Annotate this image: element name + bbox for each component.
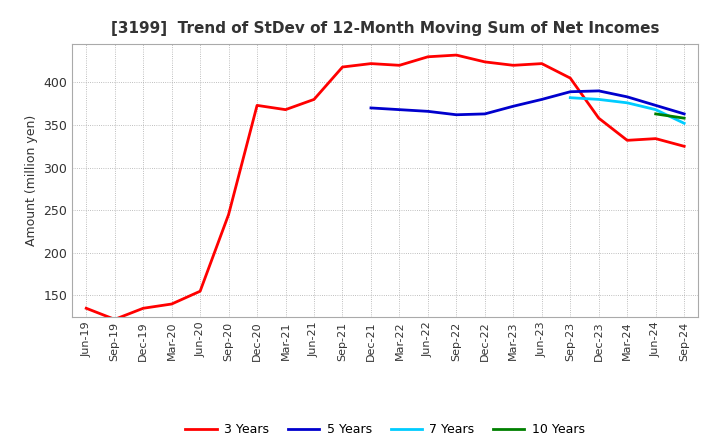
3 Years [366, 61, 375, 66]
10 Years [680, 116, 688, 121]
7 Years [652, 107, 660, 112]
3 Years [282, 107, 290, 112]
5 Years [566, 89, 575, 94]
3 Years [338, 64, 347, 70]
3 Years [110, 317, 119, 322]
5 Years [509, 103, 518, 109]
3 Years [595, 116, 603, 121]
3 Years [310, 97, 318, 102]
3 Years [680, 143, 688, 149]
5 Years [595, 88, 603, 94]
3 Years [253, 103, 261, 108]
Line: 7 Years: 7 Years [570, 98, 684, 123]
5 Years [680, 111, 688, 117]
3 Years [509, 62, 518, 68]
3 Years [82, 306, 91, 311]
7 Years [595, 97, 603, 102]
3 Years [566, 76, 575, 81]
Title: [3199]  Trend of StDev of 12-Month Moving Sum of Net Incomes: [3199] Trend of StDev of 12-Month Moving… [111, 21, 660, 36]
3 Years [225, 212, 233, 217]
3 Years [423, 54, 432, 59]
5 Years [537, 97, 546, 102]
3 Years [652, 136, 660, 141]
7 Years [680, 121, 688, 126]
Legend: 3 Years, 5 Years, 7 Years, 10 Years: 3 Years, 5 Years, 7 Years, 10 Years [181, 418, 590, 440]
3 Years [537, 61, 546, 66]
5 Years [623, 94, 631, 99]
3 Years [395, 62, 404, 68]
3 Years [480, 59, 489, 65]
7 Years [566, 95, 575, 100]
3 Years [139, 306, 148, 311]
3 Years [196, 289, 204, 294]
5 Years [452, 112, 461, 117]
Line: 10 Years: 10 Years [656, 114, 684, 118]
Line: 3 Years: 3 Years [86, 55, 684, 319]
3 Years [167, 301, 176, 307]
Line: 5 Years: 5 Years [371, 91, 684, 115]
3 Years [623, 138, 631, 143]
Y-axis label: Amount (million yen): Amount (million yen) [24, 115, 37, 246]
7 Years [623, 100, 631, 106]
5 Years [423, 109, 432, 114]
5 Years [366, 105, 375, 110]
5 Years [395, 107, 404, 112]
5 Years [480, 111, 489, 117]
3 Years [452, 52, 461, 58]
5 Years [652, 103, 660, 108]
10 Years [652, 111, 660, 117]
